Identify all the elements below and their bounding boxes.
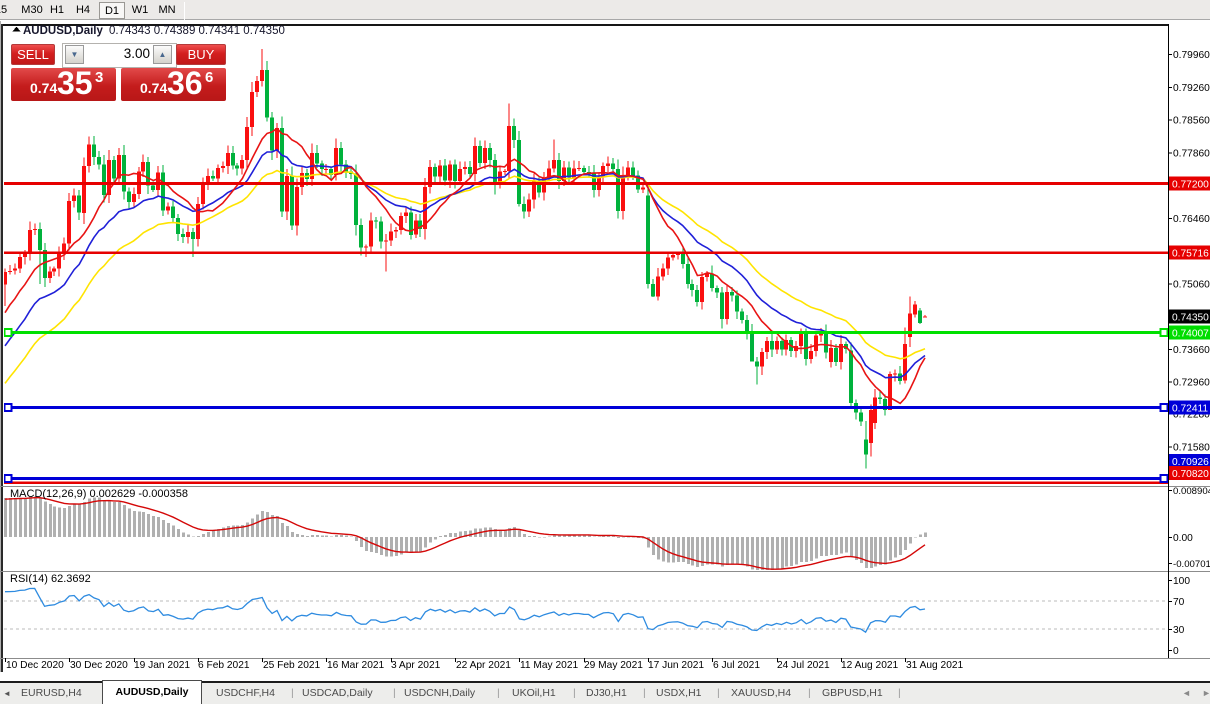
svg-text:0.008904: 0.008904 <box>1173 486 1210 497</box>
svg-text:0.74350: 0.74350 <box>1172 313 1209 324</box>
svg-text:12 Aug 2021: 12 Aug 2021 <box>841 660 899 671</box>
svg-text:0.79960: 0.79960 <box>1173 50 1210 61</box>
svg-text:19 Jan 2021: 19 Jan 2021 <box>134 660 190 671</box>
svg-text:0.70926: 0.70926 <box>1172 457 1209 468</box>
svg-text:AUDUSD,Daily: AUDUSD,Daily <box>23 25 103 37</box>
svg-text:0.00: 0.00 <box>1173 533 1193 544</box>
svg-text:0.78560: 0.78560 <box>1173 116 1210 127</box>
svg-text:0: 0 <box>1173 646 1179 657</box>
svg-text:6 Jul 2021: 6 Jul 2021 <box>713 660 760 671</box>
svg-text:24 Jul 2021: 24 Jul 2021 <box>777 660 830 671</box>
svg-text:30 Dec 2020: 30 Dec 2020 <box>70 660 128 671</box>
svg-text:70: 70 <box>1173 597 1185 608</box>
svg-text:0.72280: 0.72280 <box>1173 410 1210 421</box>
svg-text:0.70820: 0.70820 <box>1172 469 1209 480</box>
svg-text:25 Feb 2021: 25 Feb 2021 <box>263 660 321 671</box>
svg-text:0.73660: 0.73660 <box>1173 345 1210 356</box>
svg-text:0.74343 0.74389 0.74341 0.7435: 0.74343 0.74389 0.74341 0.74350 <box>109 25 285 37</box>
svg-text:0.79260: 0.79260 <box>1173 83 1210 94</box>
svg-text:0.77860: 0.77860 <box>1173 148 1210 159</box>
svg-text:22 Apr 2021: 22 Apr 2021 <box>456 660 511 671</box>
svg-text:0.71580: 0.71580 <box>1173 442 1210 453</box>
svg-text:10 Dec 2020: 10 Dec 2020 <box>6 660 64 671</box>
svg-text:11 May 2021: 11 May 2021 <box>520 660 578 671</box>
svg-text:-0.007013: -0.007013 <box>1173 559 1210 570</box>
svg-text:0.76460: 0.76460 <box>1173 214 1210 225</box>
svg-text:3 Apr 2021: 3 Apr 2021 <box>391 660 441 671</box>
svg-text:RSI(14) 62.3692: RSI(14) 62.3692 <box>10 573 91 585</box>
svg-text:100: 100 <box>1173 576 1190 587</box>
svg-text:0.75716: 0.75716 <box>1172 249 1209 260</box>
svg-text:0.72960: 0.72960 <box>1173 378 1210 389</box>
svg-text:0.75060: 0.75060 <box>1173 279 1210 290</box>
svg-text:17 Jun 2021: 17 Jun 2021 <box>648 660 704 671</box>
svg-text:0.74007: 0.74007 <box>1172 329 1209 340</box>
svg-text:0.77200: 0.77200 <box>1172 179 1209 190</box>
svg-text:29 May 2021: 29 May 2021 <box>584 660 643 671</box>
svg-text:16 Mar 2021: 16 Mar 2021 <box>327 660 385 671</box>
svg-text:30: 30 <box>1173 625 1185 636</box>
svg-text:31 Aug 2021: 31 Aug 2021 <box>906 660 964 671</box>
svg-text:0.72411: 0.72411 <box>1172 403 1208 414</box>
svg-text:6 Feb 2021: 6 Feb 2021 <box>198 660 250 671</box>
svg-text:MACD(12,26,9) 0.002629 -0.0003: MACD(12,26,9) 0.002629 -0.000358 <box>10 488 188 500</box>
